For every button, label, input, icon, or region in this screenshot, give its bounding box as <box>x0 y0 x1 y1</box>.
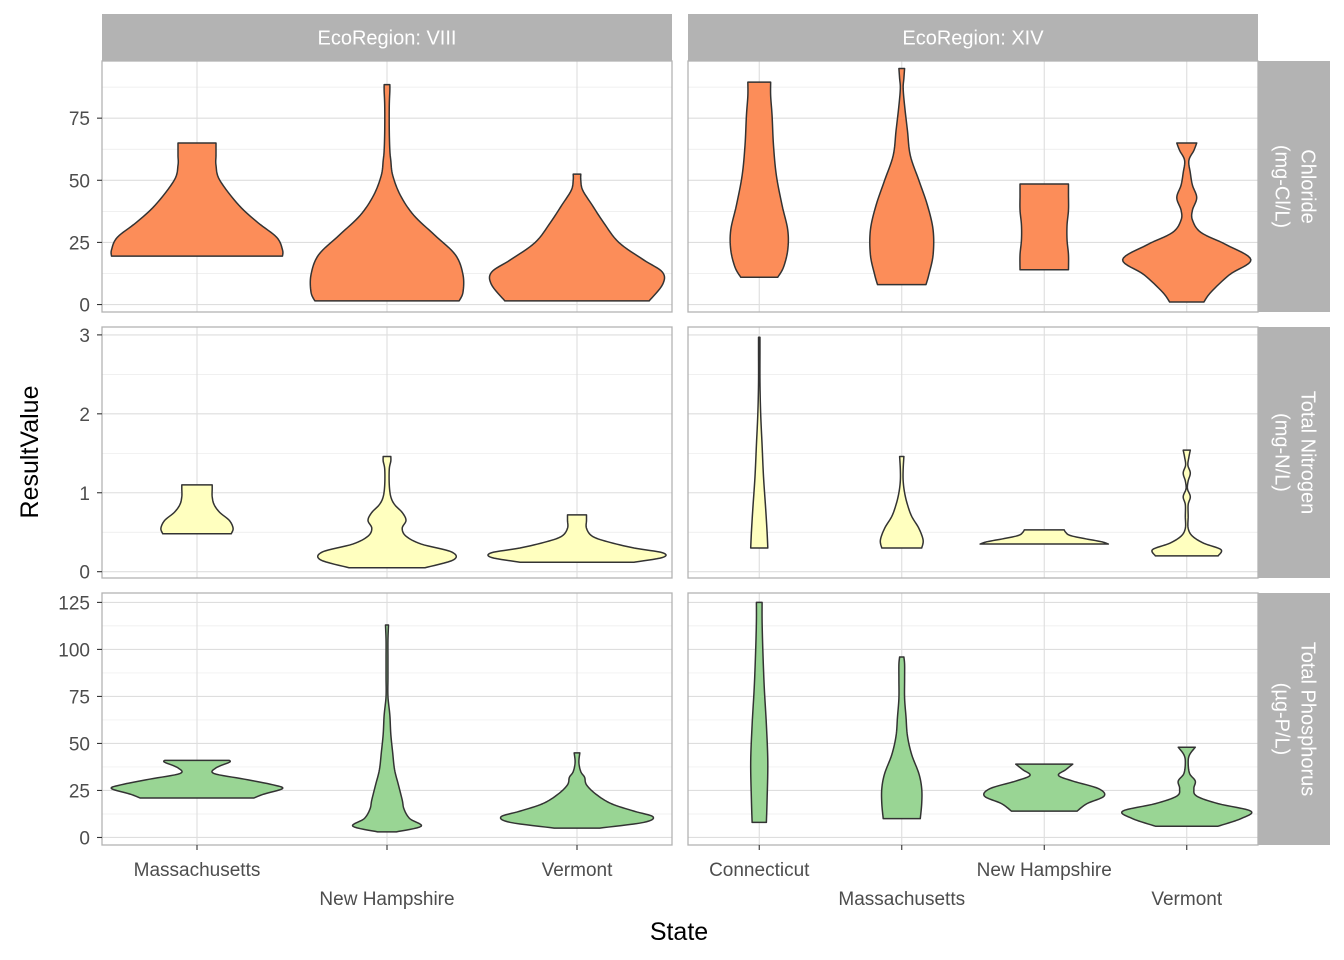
row-strip-label: (mg-Cl/L) <box>1271 145 1293 228</box>
y-tick-label: 75 <box>69 109 90 130</box>
row-strip-label: Chloride <box>1297 149 1319 223</box>
violin-massachusetts <box>110 759 284 799</box>
violin-massachusetts <box>879 455 924 549</box>
panel-r1-c0 <box>102 327 672 578</box>
y-tick-label: 1 <box>79 484 90 505</box>
x-tick-label-connecticut: Connecticut <box>709 860 810 881</box>
strip-background <box>102 14 672 61</box>
row-strip-total-phosphorus: Total Phosphorus(µg-P/L) <box>1258 593 1330 845</box>
y-tick-label: 75 <box>69 687 90 708</box>
row-strip-label: (µg-P/L) <box>1271 683 1293 756</box>
column-strip-label: EcoRegion: XIV <box>902 28 1044 50</box>
x-tick-label-vermont: Vermont <box>542 860 613 881</box>
x-axis-title: State <box>650 918 708 946</box>
violin-new-hampshire <box>309 83 465 302</box>
y-tick-label: 0 <box>79 563 90 584</box>
violin-massachusetts <box>160 484 234 535</box>
violin-massachusetts <box>869 67 935 286</box>
strip-background <box>1258 327 1330 578</box>
violin-new-hampshire <box>983 763 1106 812</box>
y-tick-label: 0 <box>79 828 90 849</box>
violin-connecticut <box>749 601 769 824</box>
y-axis-title: ResultValue <box>16 386 44 519</box>
violin-vermont <box>487 514 667 563</box>
ticks-layer: 0 25 50 75 0 1 2 3 0 25 50 75 100 125 Massachusetts New… <box>58 109 1223 910</box>
panel-r0-c1 <box>688 61 1258 312</box>
violin-new-hampshire <box>1019 183 1070 271</box>
panel-background <box>688 327 1258 578</box>
column-strip-label: EcoRegion: VIII <box>318 28 457 50</box>
row-strip-label: (mg-N/L) <box>1271 413 1293 492</box>
y-tick-label: 25 <box>69 233 90 254</box>
violin-vermont <box>499 752 655 829</box>
y-tick-label: 3 <box>79 326 90 347</box>
y-tick-label: 0 <box>79 296 90 317</box>
x-tick-label-massachusetts: Massachusetts <box>134 860 261 881</box>
panel-r2-c1 <box>688 593 1258 845</box>
violin-new-hampshire <box>351 624 423 833</box>
x-tick-label-new-hampshire: New Hampshire <box>319 889 454 910</box>
column-strip-1: EcoRegion: XIV <box>688 14 1258 61</box>
violin-new-hampshire <box>316 455 458 569</box>
x-tick-label-new-hampshire: New Hampshire <box>977 860 1112 881</box>
strip-background <box>1258 593 1330 845</box>
row-strip-label: Total Nitrogen <box>1297 391 1319 514</box>
y-tick-label: 50 <box>69 171 90 192</box>
violin-vermont <box>488 173 666 302</box>
x-tick-label-vermont: Vermont <box>1151 889 1222 910</box>
panel-r2-c0 <box>102 593 672 845</box>
violin-new-hampshire <box>979 529 1110 545</box>
strip-background <box>688 14 1258 61</box>
x-tick-label-massachusetts: Massachusetts <box>838 889 965 910</box>
strip-background <box>1258 61 1330 312</box>
row-strip-label: Total Phosphorus <box>1297 642 1319 797</box>
panels-layer <box>101 60 1259 846</box>
y-tick-label: 25 <box>69 781 90 802</box>
violin-massachusetts <box>110 142 284 257</box>
y-tick-label: 100 <box>58 640 90 661</box>
column-strip-0: EcoRegion: VIII <box>102 14 672 61</box>
strips-layer: Chloride(mg-Cl/L)Total Nitrogen(mg-N/L)T… <box>102 14 1330 845</box>
row-strip-chloride: Chloride(mg-Cl/L) <box>1258 61 1330 312</box>
panel-border <box>101 326 673 579</box>
violin-massachusetts <box>880 656 923 820</box>
violin-vermont <box>1121 142 1252 303</box>
y-tick-label: 125 <box>58 593 90 614</box>
y-tick-label: 2 <box>79 405 90 426</box>
violin-connecticut <box>749 336 769 549</box>
panel-r1-c1 <box>688 327 1258 578</box>
panel-r0-c0 <box>102 61 672 312</box>
row-strip-total-nitrogen: Total Nitrogen(mg-N/L) <box>1258 327 1330 578</box>
violin-connecticut <box>729 81 790 278</box>
violin-vermont <box>1120 746 1253 827</box>
y-tick-label: 50 <box>69 734 90 755</box>
violin-vermont <box>1151 449 1223 557</box>
